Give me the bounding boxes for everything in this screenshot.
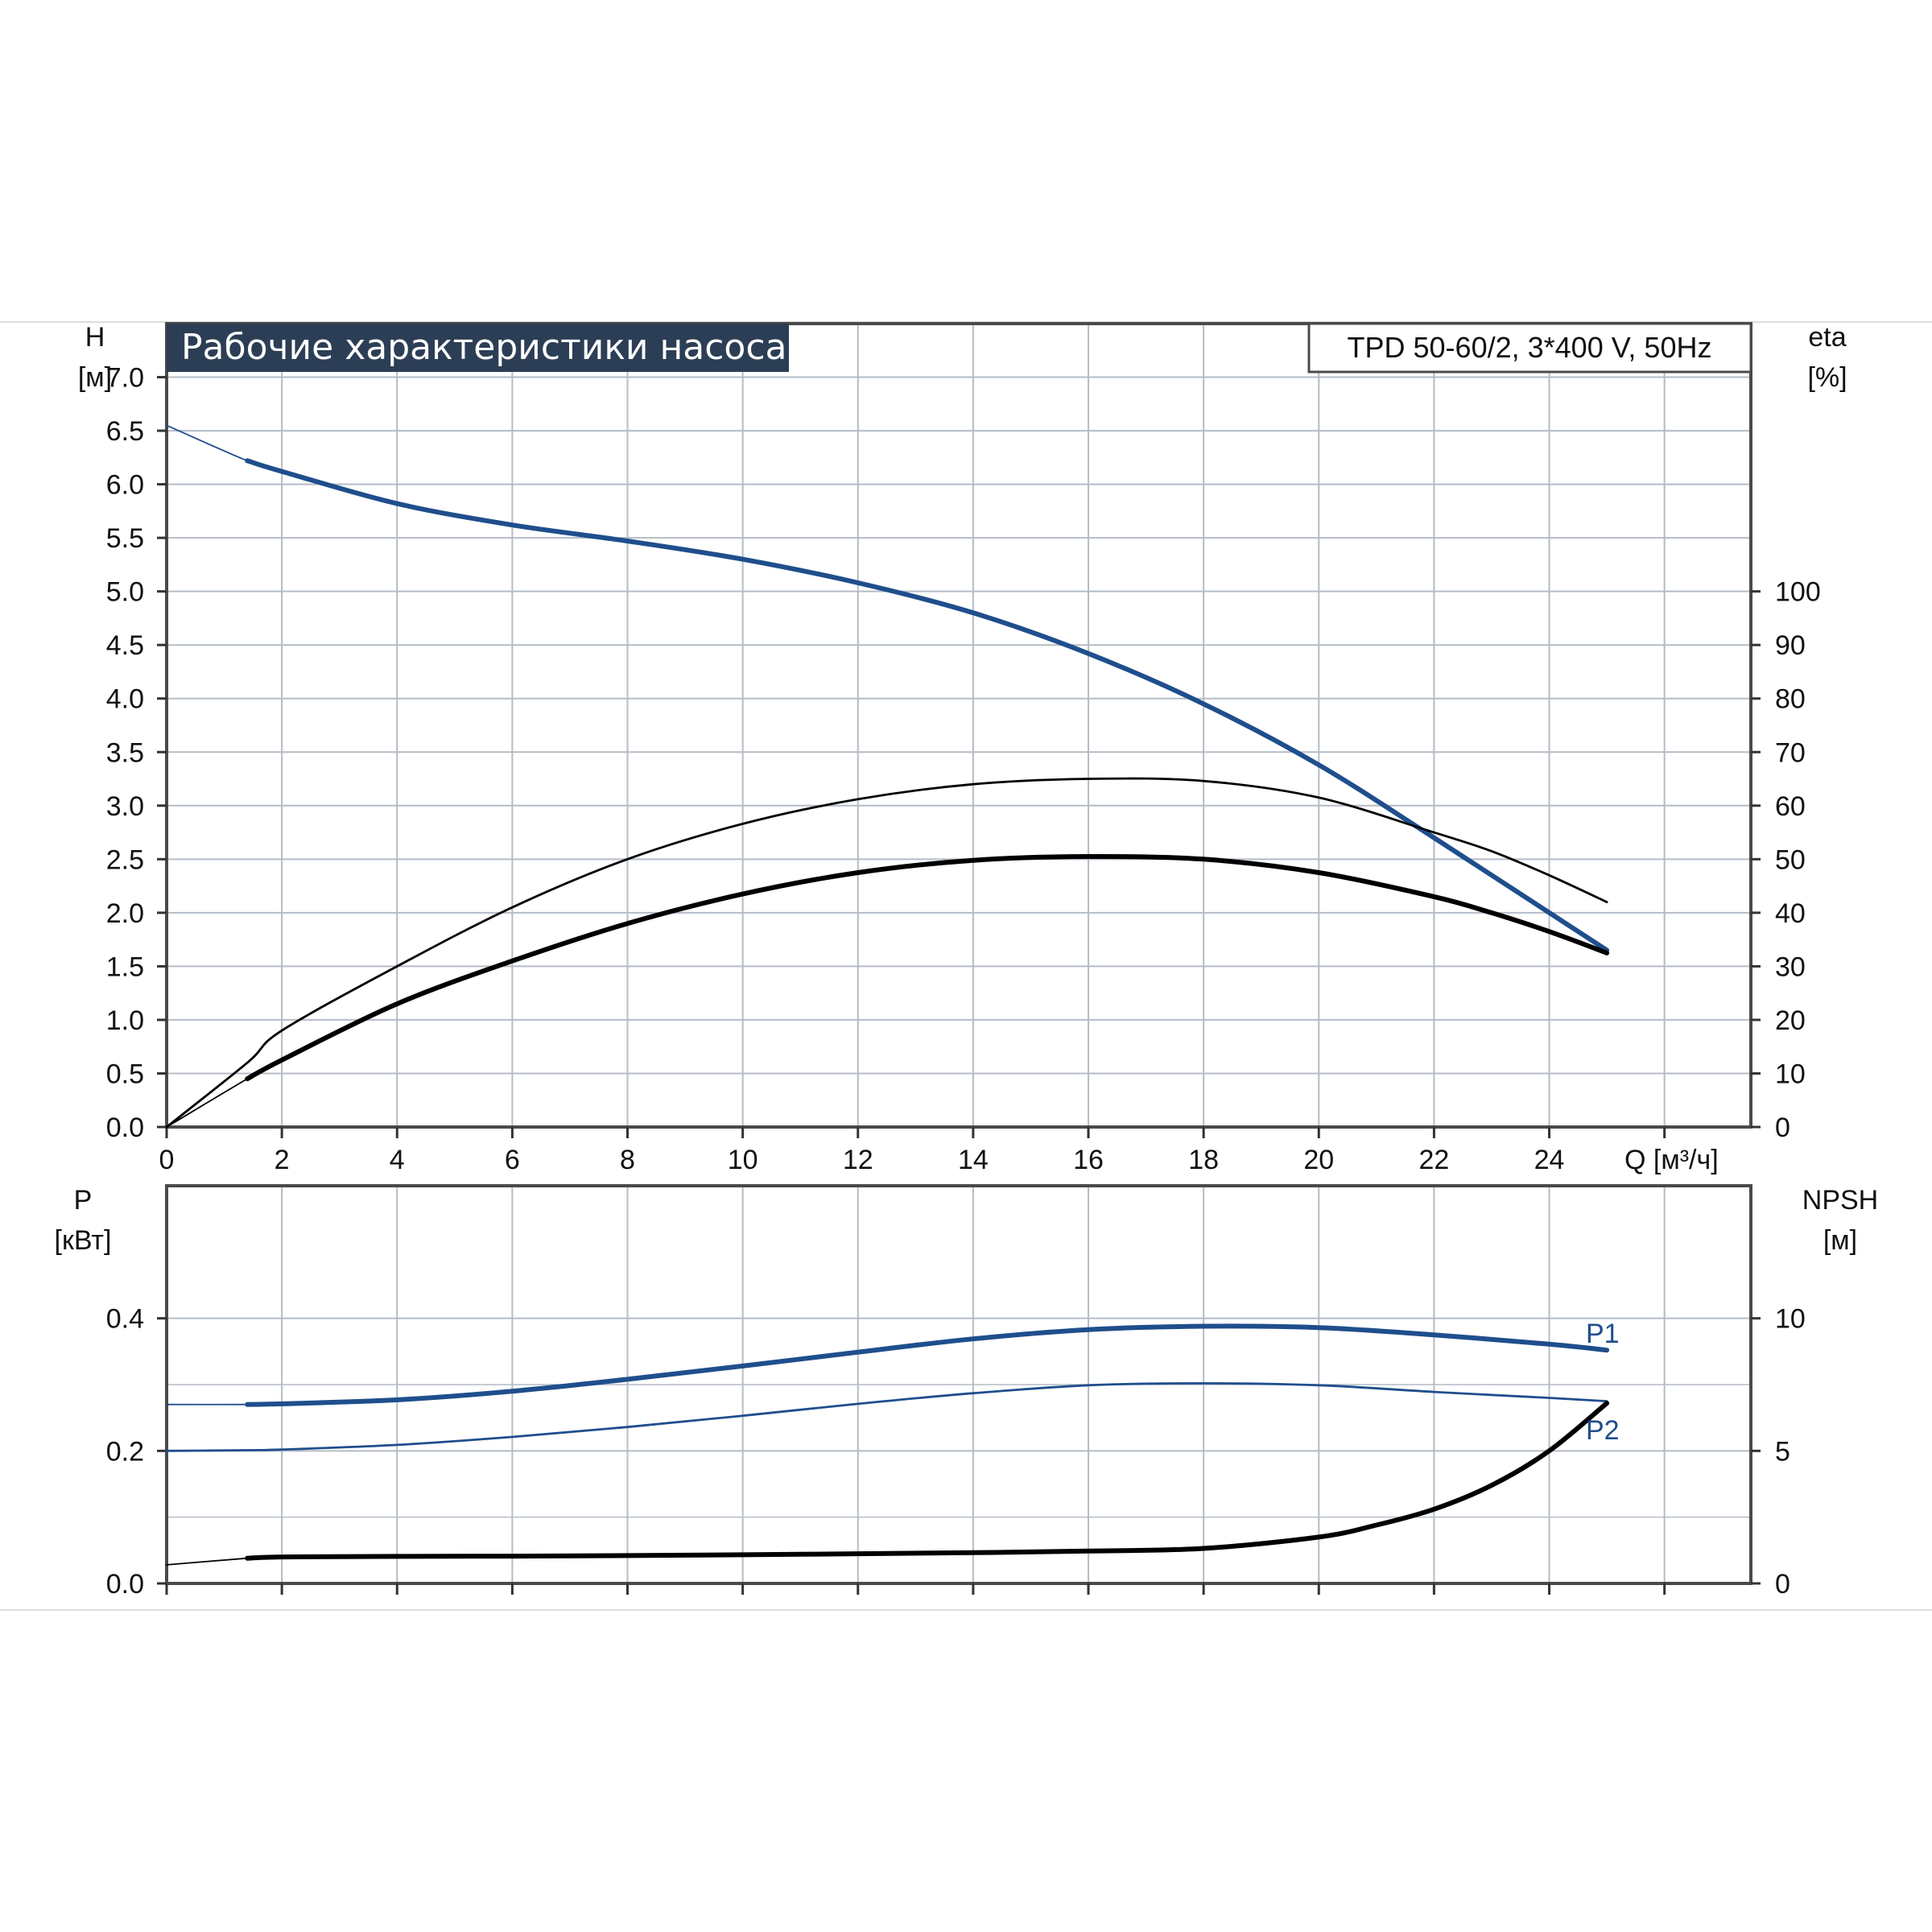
eta-axis-unit: [%]	[1807, 362, 1847, 393]
series-line-1-0-full	[166, 1325, 1608, 1406]
y-left-tick-label: 0.4	[106, 1304, 144, 1335]
eta-axis-label: eta	[1808, 322, 1846, 353]
x-tick-label: 18	[1188, 1145, 1219, 1175]
model-box	[1307, 322, 1752, 374]
h-axis-label: H	[85, 322, 105, 353]
bottom-chart-grid	[167, 1186, 1751, 1583]
series-line-0-0	[245, 458, 1610, 953]
x-tick-label: 16	[1073, 1145, 1104, 1175]
x-tick-label: 22	[1418, 1145, 1449, 1175]
chart-title: Рабочие характеристики насоса	[181, 327, 786, 368]
y-right-tick-label: 40	[1775, 898, 1806, 929]
p1-series-label: P1	[1586, 1319, 1620, 1349]
x-tick-label: 20	[1303, 1145, 1334, 1175]
y-right-tick-label: 60	[1775, 791, 1806, 822]
y-left-tick-label: 5.5	[106, 523, 144, 554]
chart-title-background	[167, 324, 789, 372]
series-line-1-2	[245, 1401, 1610, 1561]
x-tick-label: 6	[505, 1145, 520, 1175]
y-right-tick-label: 5	[1775, 1436, 1790, 1467]
y-right-tick-label: 100	[1775, 577, 1821, 608]
x-tick-label: 2	[275, 1145, 290, 1175]
npsh-axis-unit: [м]	[1823, 1225, 1857, 1256]
model-label: TPD 50-60/2, 3*400 V, 50Hz	[1348, 331, 1712, 364]
x-tick-label: 10	[728, 1145, 758, 1175]
y-right-tick-label: 70	[1775, 737, 1806, 768]
bottom-chart-frame	[165, 1184, 1752, 1585]
y-right-tick-label: 20	[1775, 1005, 1806, 1036]
q-axis-label: Q [м³/ч]	[1624, 1145, 1719, 1175]
y-left-tick-label: 3.0	[106, 791, 144, 822]
y-right-tick-label: 90	[1775, 630, 1806, 661]
y-left-tick-label: 6.0	[106, 470, 144, 501]
y-left-tick-label: 0.5	[106, 1059, 144, 1089]
series-line-1-1-full	[165, 1381, 1608, 1452]
bottom-chart-ticks: 0.0 0.2 0.4 0 5 10	[106, 1304, 1806, 1600]
y-left-tick-label: 1.0	[106, 1005, 144, 1036]
y-left-tick-label: 4.0	[106, 684, 144, 715]
x-tick-label: 4	[390, 1145, 405, 1175]
series-line-0-0-full	[166, 424, 1608, 952]
y-left-tick-label: 2.5	[106, 844, 144, 875]
p2-series-label: P2	[1586, 1415, 1620, 1446]
y-left-tick-label: 5.0	[106, 577, 144, 608]
y-right-tick-label: 0	[1775, 1113, 1790, 1143]
y-right-tick-label: 30	[1775, 952, 1806, 982]
series-line-1-2-full	[166, 1402, 1608, 1566]
x-tick-label: 12	[843, 1145, 873, 1175]
y-left-tick-label: 4.5	[106, 630, 144, 661]
top-chart-frame	[165, 322, 1752, 1129]
y-right-tick-label: 10	[1775, 1304, 1806, 1335]
y-right-tick-label: 50	[1775, 844, 1806, 875]
y-left-tick-label: 0.2	[106, 1436, 144, 1467]
y-right-tick-label: 10	[1775, 1059, 1806, 1089]
x-tick-label: 14	[958, 1145, 989, 1175]
h-axis-unit: [м]	[78, 362, 112, 393]
x-tick-label: 24	[1534, 1145, 1565, 1175]
series-line-0-2	[245, 853, 1610, 1082]
y-left-tick-label: 2.0	[106, 898, 144, 929]
top-chart-curves	[165, 424, 1610, 1129]
x-tick-label: 8	[620, 1145, 635, 1175]
y-right-tick-label: 80	[1775, 684, 1806, 715]
npsh-axis-label: NPSH	[1802, 1185, 1878, 1216]
top-chart-grid	[167, 323, 1751, 1127]
y-left-tick-label: 0.0	[106, 1113, 144, 1143]
series-line-0-1-full	[165, 777, 1608, 1129]
x-tick-label: 0	[159, 1145, 175, 1175]
p-axis-unit: [кВт]	[55, 1225, 112, 1256]
y-left-tick-label: 0.0	[106, 1569, 144, 1600]
bottom-chart-curves	[165, 1323, 1610, 1566]
series-line-1-0	[245, 1323, 1610, 1407]
y-right-tick-label: 0	[1775, 1569, 1790, 1600]
y-left-tick-label: 3.5	[106, 737, 144, 768]
y-left-tick-label: 6.5	[106, 416, 144, 447]
series-line-0-2-full	[166, 856, 1608, 1128]
y-left-tick-label: 1.5	[106, 952, 144, 982]
y-left-tick-label: 7.0	[106, 363, 144, 394]
top-chart-ticks: 0.0 0.5 1.0 1.5 2.0 2.5 3.0 3.5 4.0 4.5 5.0 5.5 6.0 6…	[106, 363, 1821, 1175]
p-axis-label: P	[74, 1185, 93, 1216]
